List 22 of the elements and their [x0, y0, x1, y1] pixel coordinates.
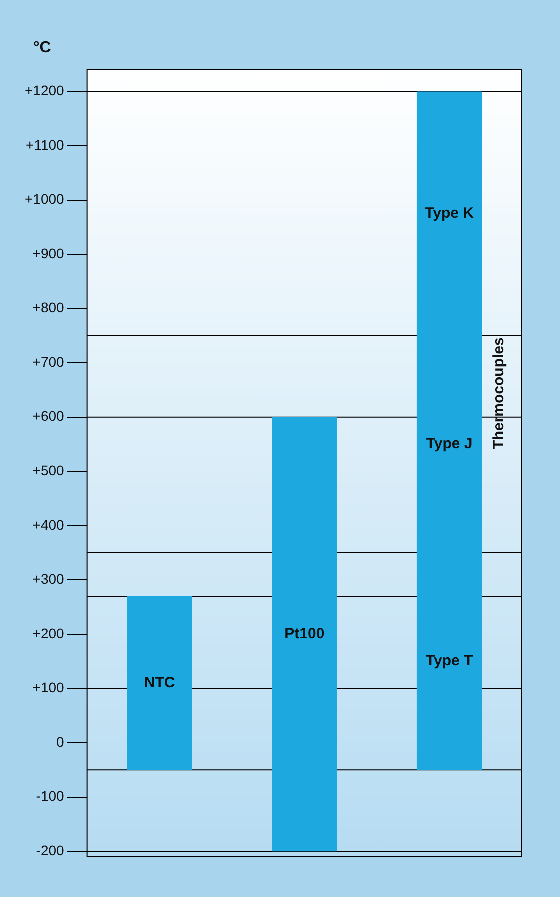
- series-label: Pt100: [284, 626, 325, 643]
- y-tick-label: +500: [32, 462, 65, 478]
- y-tick-label: +200: [32, 625, 65, 642]
- y-tick-label: -200: [36, 842, 65, 858]
- annotation: Thermocouples: [490, 338, 508, 450]
- series-label: NTC: [144, 674, 176, 692]
- series-label: Type T: [426, 652, 474, 670]
- y-tick-label: +600: [32, 408, 65, 424]
- y-tick-label: -100: [36, 788, 65, 804]
- series-label: Type J: [426, 436, 473, 453]
- series-label: Type K: [425, 204, 474, 222]
- y-tick-label: +1000: [24, 191, 65, 208]
- y-tick-label: +300: [32, 571, 65, 588]
- y-tick-label: +1100: [26, 136, 65, 153]
- y-tick-label: +700: [32, 354, 65, 370]
- y-axis-title: °C: [33, 39, 52, 56]
- y-tick-label: +800: [32, 300, 65, 316]
- y-tick-label: +1200: [24, 82, 65, 99]
- y-tick-label: +100: [32, 680, 65, 696]
- y-tick-label: +400: [32, 516, 65, 533]
- y-tick-label: 0: [56, 734, 65, 750]
- y-tick-label: +900: [32, 245, 65, 262]
